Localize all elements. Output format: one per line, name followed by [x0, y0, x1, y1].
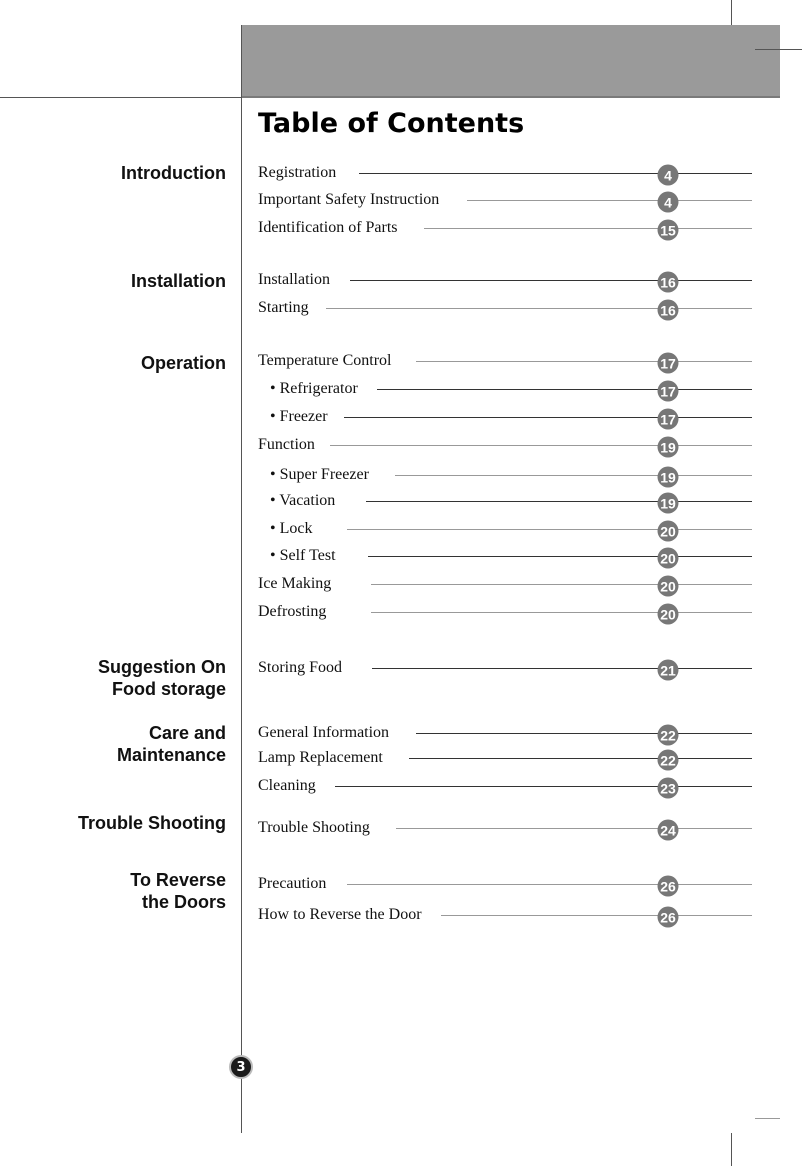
page-number-badge[interactable]: 19 [657, 436, 679, 458]
leader-line [395, 475, 752, 476]
page-number-badge[interactable]: 26 [657, 875, 679, 897]
page-number-badge[interactable]: 19 [657, 466, 679, 488]
header-band [241, 25, 780, 98]
toc-entry-label[interactable]: • Refrigerator [270, 380, 358, 397]
leader-line [467, 200, 752, 201]
toc-entry-label[interactable]: Function [258, 436, 315, 453]
toc-entry-label[interactable]: • Super Freezer [270, 466, 369, 483]
page-number-badge[interactable]: 16 [657, 271, 679, 293]
leader-line [441, 915, 752, 916]
section-heading-line: To Reverse [130, 870, 226, 890]
section-heading-line: Food storage [111, 679, 226, 699]
section-heading-line: Care and [148, 723, 226, 743]
section-heading: Installation [131, 270, 226, 292]
vertical-spine-rule [241, 25, 242, 1133]
toc-entry-label[interactable]: • Freezer [270, 408, 328, 425]
toc-entry-label[interactable]: Installation [258, 271, 330, 288]
page-number-badge[interactable]: 23 [657, 777, 679, 799]
left-horizontal-rule [0, 97, 241, 98]
leader-line [344, 417, 752, 418]
leader-line [372, 668, 752, 669]
section-heading-line: Trouble Shooting [78, 813, 226, 833]
page-number-badge[interactable]: 26 [657, 906, 679, 928]
leader-line [330, 445, 752, 446]
page-title: Table of Contents [258, 108, 525, 139]
toc-entry-label[interactable]: Lamp Replacement [258, 749, 383, 766]
section-heading-line: Maintenance [116, 745, 226, 765]
toc-entry-label[interactable]: Precaution [258, 875, 327, 892]
page-number-badge[interactable]: 19 [657, 492, 679, 514]
section-heading-line: Installation [130, 271, 226, 291]
leader-line [409, 758, 752, 759]
leader-line [366, 501, 752, 502]
section-heading: Care and Maintenance [117, 722, 226, 766]
toc-entry-label[interactable]: Ice Making [258, 575, 332, 592]
toc-entry-label[interactable]: Cleaning [258, 777, 316, 794]
crop-mark-bottom-horizontal [755, 1118, 780, 1119]
leader-line [326, 308, 752, 309]
crop-mark-top-horizontal [755, 49, 802, 50]
toc-entry-label[interactable]: • Self Test [270, 547, 336, 564]
section-heading: Operation [141, 352, 226, 374]
page-number-badge[interactable]: 16 [657, 299, 679, 321]
toc-entry-label[interactable]: Storing Food [258, 659, 343, 676]
leader-line [347, 884, 752, 885]
page-number-badge[interactable]: 4 [657, 191, 679, 213]
leader-line [347, 529, 752, 530]
crop-mark-top-vertical [731, 0, 732, 25]
page-number-badge[interactable]: 20 [657, 520, 679, 542]
toc-entry-label[interactable]: Trouble Shooting [258, 819, 370, 836]
leader-line [368, 556, 752, 557]
page-number-badge[interactable]: 20 [657, 547, 679, 569]
page-number-badge[interactable]: 4 [657, 164, 679, 186]
page-number-badge[interactable]: 21 [657, 659, 679, 681]
page-number-badge[interactable]: 17 [657, 380, 679, 402]
page-number-badge[interactable]: 17 [657, 352, 679, 374]
section-heading: Introduction [121, 162, 226, 184]
toc-entry-label[interactable]: Temperature Control [258, 352, 392, 369]
leader-line [424, 228, 752, 229]
toc-entry-label[interactable]: Important Safety Instruction [258, 191, 440, 208]
toc-entry-label[interactable]: Identification of Parts [258, 219, 398, 236]
section-heading-line: Introduction [121, 163, 226, 183]
section-heading: Trouble Shooting [78, 812, 226, 834]
leader-line [350, 280, 752, 281]
toc-entry-label[interactable]: Defrosting [258, 603, 327, 620]
page-number-badge[interactable]: 20 [657, 603, 679, 625]
toc-entry-label[interactable]: • Lock [270, 520, 313, 537]
page-number-badge[interactable]: 20 [657, 575, 679, 597]
leader-line [416, 733, 752, 734]
leader-line [371, 584, 752, 585]
page-number-badge[interactable]: 24 [657, 819, 679, 841]
leader-line [416, 361, 752, 362]
page-number-badge[interactable]: 22 [657, 749, 679, 771]
leader-line [377, 389, 752, 390]
section-heading: Suggestion On Food storage [98, 656, 226, 700]
section-heading-line: Operation [140, 353, 226, 373]
section-heading: To Reverse the Doors [130, 869, 226, 913]
leader-line [335, 786, 752, 787]
page-number-badge[interactable]: 17 [657, 408, 679, 430]
page-number-badge[interactable]: 22 [657, 724, 679, 746]
section-heading-line: Suggestion On [98, 657, 226, 677]
toc-entry-label[interactable]: Starting [258, 299, 309, 316]
toc-entry-label[interactable]: General Information [258, 724, 390, 741]
page-number-badge: 3 [229, 1055, 253, 1079]
section-heading-line: the Doors [141, 892, 226, 912]
leader-line [359, 173, 752, 174]
toc-entry-label[interactable]: • Vacation [270, 492, 336, 509]
leader-line [371, 612, 752, 613]
toc-entry-label[interactable]: Registration [258, 164, 337, 181]
toc-entry-label[interactable]: How to Reverse the Door [258, 906, 422, 923]
page-number-badge[interactable]: 15 [657, 219, 679, 241]
leader-line [396, 828, 752, 829]
crop-mark-bottom-vertical [731, 1133, 732, 1166]
